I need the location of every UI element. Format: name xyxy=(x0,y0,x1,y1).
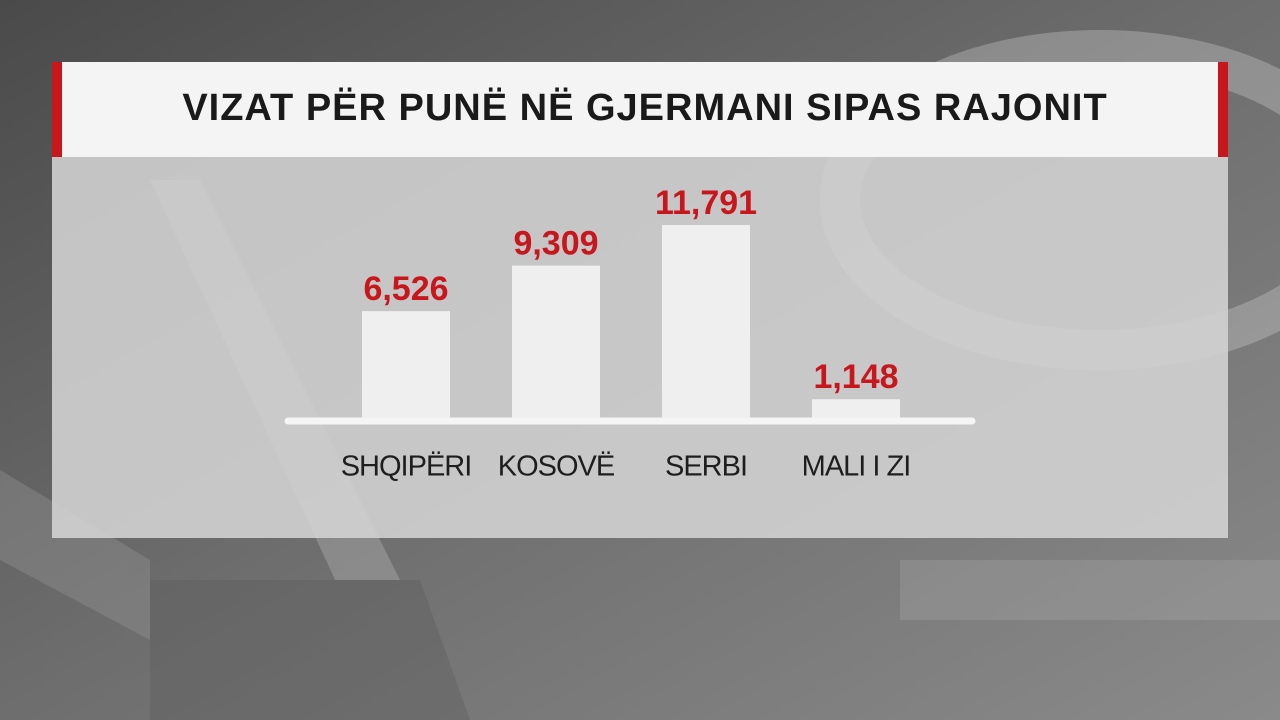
bar xyxy=(512,265,600,418)
x-tick-label: KOSOVË xyxy=(498,451,615,483)
title-accent xyxy=(1218,62,1228,157)
bar xyxy=(362,311,450,418)
value-label: 9,309 xyxy=(513,225,598,263)
title-bar xyxy=(52,62,1228,157)
x-tick-label: SERBI xyxy=(665,451,747,483)
value-label: 1,148 xyxy=(813,358,898,396)
bar xyxy=(812,399,900,418)
chart-title: VIZAT PËR PUNË NË GJERMANI SIPAS RAJONIT xyxy=(182,86,1107,129)
value-label: 11,791 xyxy=(655,184,757,222)
bar xyxy=(662,225,750,418)
x-tick-label: SHQIPËRI xyxy=(341,451,472,483)
title-accent xyxy=(52,62,62,157)
x-tick-label: MALI I ZI xyxy=(802,451,911,483)
value-label: 6,526 xyxy=(363,270,448,308)
